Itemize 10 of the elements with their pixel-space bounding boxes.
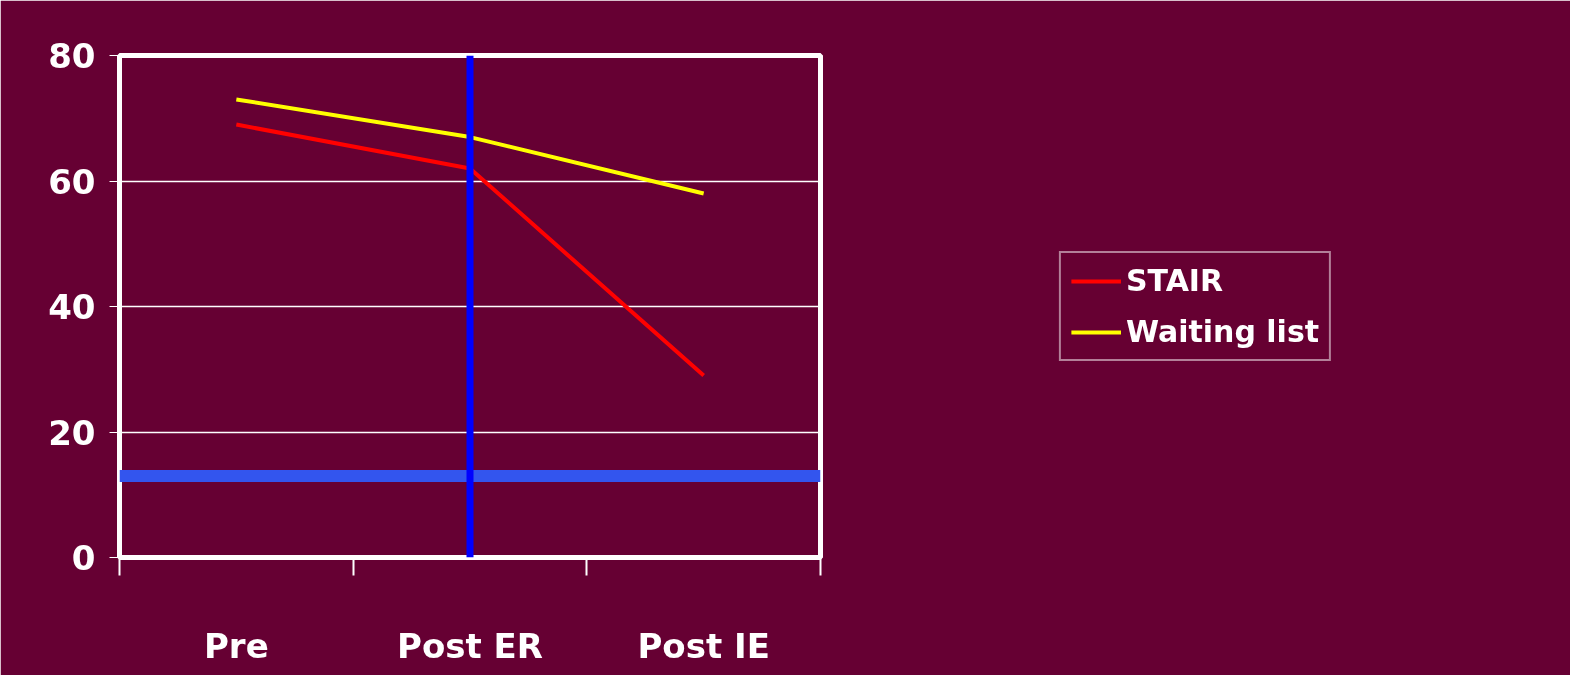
y-tick-label: 20	[48, 412, 96, 453]
legend-label: Waiting list	[1125, 314, 1320, 349]
x-tick-label: Post ER	[396, 625, 544, 666]
y-tick-label: 40	[48, 287, 96, 327]
y-tick-label: 0	[71, 538, 96, 578]
legend-label: STAIR	[1125, 263, 1224, 298]
x-tick-label: Post IE	[637, 625, 770, 666]
x-tick-label: Pre	[203, 625, 269, 666]
y-tick-label: 80	[48, 36, 96, 76]
y-tick-label: 60	[48, 161, 96, 202]
